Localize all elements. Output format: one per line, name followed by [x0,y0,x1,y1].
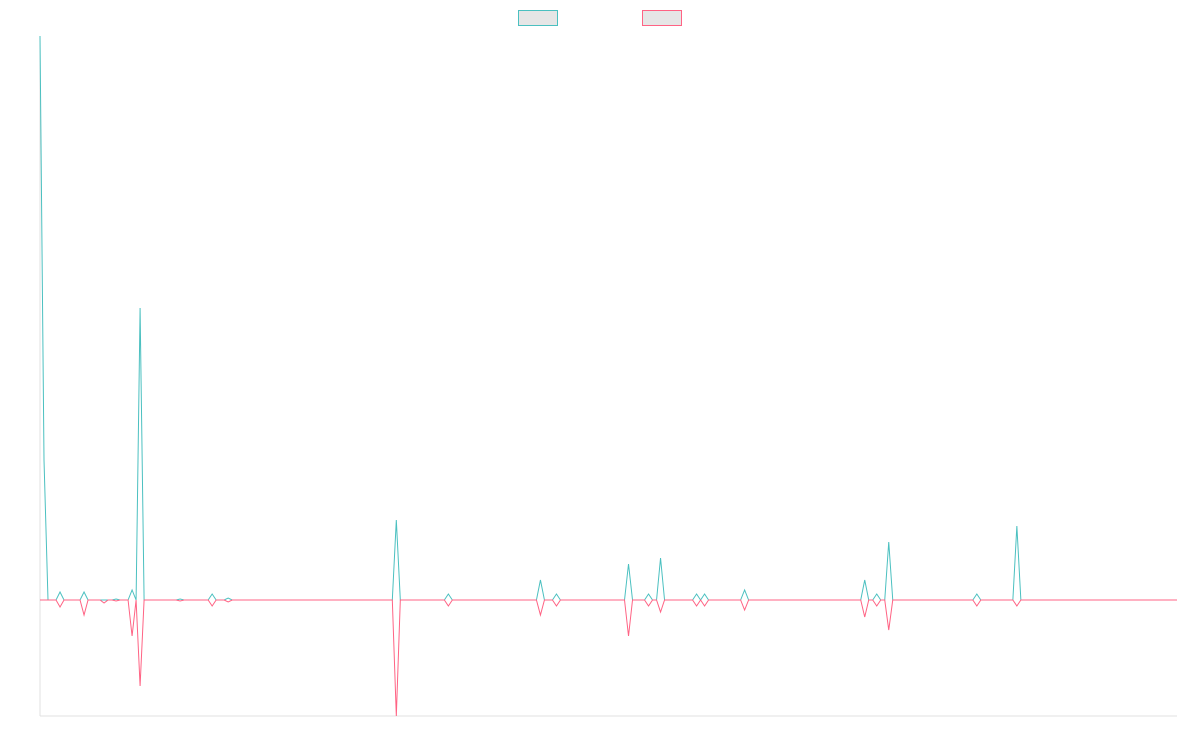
series-line [40,599,1177,717]
legend-swatch [642,10,682,26]
series-line [39,35,1177,601]
legend-swatch [518,10,558,26]
